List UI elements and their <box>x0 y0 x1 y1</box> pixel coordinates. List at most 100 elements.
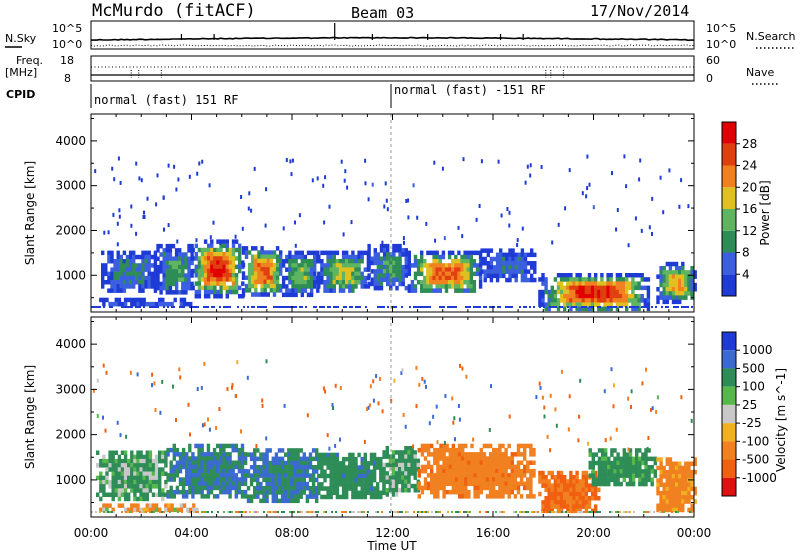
power-cell <box>392 273 396 278</box>
velocity-cell <box>320 482 324 487</box>
velocity-cell <box>209 468 214 474</box>
velocity-cell <box>166 494 170 499</box>
velocity-cell <box>360 456 364 462</box>
power-cell <box>294 275 298 281</box>
power-cell <box>297 275 301 281</box>
velocity-cell <box>575 491 579 497</box>
velocity-cell <box>410 467 414 472</box>
velocity-cell <box>338 461 343 466</box>
power-cell <box>194 268 198 274</box>
velocity-cell <box>153 511 155 513</box>
power-cell <box>621 281 626 286</box>
power-cell <box>175 187 178 192</box>
power-cell <box>662 299 666 305</box>
velocity-cell <box>130 479 134 485</box>
power-cell <box>313 280 317 285</box>
velocity-cell <box>423 511 425 513</box>
velocity-cell <box>259 490 263 495</box>
velocity-cell <box>367 405 370 410</box>
power-cell <box>460 267 464 272</box>
power-cell <box>379 260 384 266</box>
x-tick-label: 08:00 <box>275 526 310 540</box>
velocity-cell <box>231 477 235 482</box>
velocity-cell <box>170 507 174 513</box>
power-cell <box>189 301 193 307</box>
velocity-cell <box>659 495 663 500</box>
power-cell <box>260 250 264 255</box>
power-cell <box>343 306 345 308</box>
velocity-cell <box>287 456 291 462</box>
power-cell <box>671 261 676 267</box>
power-cell <box>153 284 158 289</box>
velocity-cell <box>379 494 383 500</box>
velocity-cell <box>413 450 417 455</box>
power-cell <box>117 297 122 303</box>
velocity-cell <box>301 511 303 513</box>
velocity-cell <box>501 511 503 513</box>
power-cell <box>438 259 442 264</box>
velocity-cell <box>139 496 143 502</box>
velocity-cell <box>581 496 585 501</box>
velocity-cell <box>461 456 465 461</box>
power-cell <box>213 260 217 265</box>
power-cell <box>294 271 298 277</box>
power-cell <box>671 291 676 296</box>
power-cell <box>229 306 231 308</box>
power-cell <box>646 306 651 312</box>
velocity-cell <box>554 407 557 412</box>
power-cell <box>460 263 464 268</box>
velocity-cell <box>225 468 229 474</box>
power-cell <box>228 256 233 261</box>
velocity-cell <box>532 452 536 457</box>
velocity-cell <box>305 473 310 478</box>
velocity-cell <box>277 473 282 478</box>
power-cell <box>143 210 145 215</box>
velocity-cell <box>442 489 446 495</box>
velocity-cell <box>123 454 128 460</box>
velocity-cell <box>472 437 475 442</box>
power-cell <box>176 239 179 244</box>
power-cell <box>285 259 289 264</box>
power-cell <box>174 252 179 257</box>
velocity-cell <box>261 403 264 408</box>
power-cell <box>237 306 239 308</box>
power-cell <box>125 254 130 260</box>
velocity-cell <box>357 494 361 500</box>
velocity-cell <box>194 485 198 491</box>
velocity-cell <box>665 474 669 479</box>
velocity-cell <box>581 487 585 493</box>
velocity-cell <box>368 403 371 408</box>
power-cell <box>281 306 283 308</box>
velocity-cell <box>255 444 258 448</box>
velocity-cell <box>656 457 660 462</box>
velocity-cell <box>572 491 576 497</box>
power-cell <box>143 215 146 219</box>
velocity-cell <box>253 477 257 483</box>
velocity-cell <box>647 473 651 478</box>
velocity-cell <box>407 454 411 459</box>
velocity-cell <box>391 462 396 468</box>
velocity-cell <box>108 458 112 464</box>
velocity-cell <box>256 477 260 483</box>
velocity-cell <box>253 460 257 466</box>
velocity-cell <box>206 473 211 478</box>
power-cell <box>444 263 449 268</box>
velocity-cell <box>575 496 579 501</box>
velocity-cell <box>256 473 260 478</box>
velocity-cell <box>234 460 238 465</box>
y-tick-label: 4000 <box>55 134 86 148</box>
velocity-cell <box>479 456 483 461</box>
power-cell <box>135 254 139 260</box>
velocity-cell <box>142 467 146 472</box>
velocity-cell <box>246 486 251 491</box>
power-cell <box>469 306 471 308</box>
power-cell <box>125 280 130 285</box>
velocity-cell <box>442 477 446 482</box>
power-cell <box>128 259 133 264</box>
power-cell <box>631 289 635 295</box>
velocity-cell <box>538 470 542 476</box>
velocity-cell <box>283 403 286 408</box>
power-cell <box>508 223 511 228</box>
velocity-cell <box>111 450 115 455</box>
power-cell <box>499 306 501 308</box>
